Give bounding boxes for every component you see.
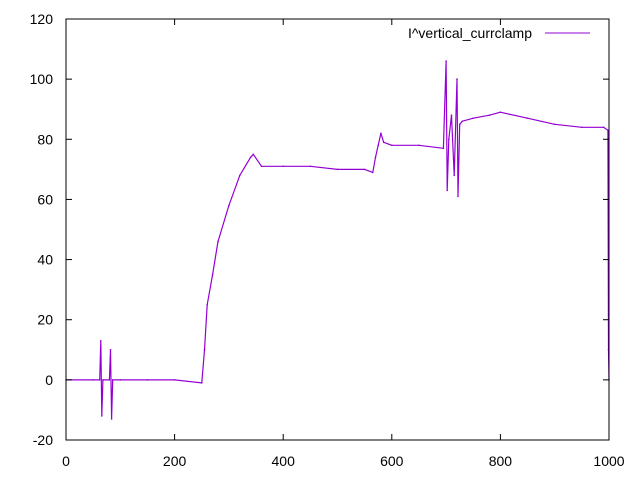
data-point	[201, 382, 203, 384]
data-point	[211, 273, 214, 276]
x-tick-label: 0	[62, 453, 70, 469]
data-point	[228, 204, 230, 207]
x-tick-label: 400	[272, 453, 296, 469]
data-point	[458, 123, 461, 126]
data-point	[98, 379, 101, 381]
data-point	[372, 171, 374, 174]
data-point	[526, 117, 529, 119]
data-point	[92, 379, 94, 381]
data-point	[607, 129, 609, 132]
data-point	[110, 418, 113, 420]
data-point	[391, 144, 393, 147]
data-point	[382, 141, 385, 144]
y-tick-label: 40	[37, 252, 53, 268]
data-point	[456, 78, 458, 80]
x-tick-label: 600	[380, 453, 404, 469]
plot-border	[65, 18, 610, 441]
data-point	[101, 415, 103, 417]
data-point	[446, 189, 449, 192]
data-point	[108, 379, 111, 381]
data-point	[282, 165, 285, 168]
data-point	[553, 123, 556, 126]
data-point	[260, 165, 263, 168]
data-point	[336, 168, 339, 171]
data-point	[363, 168, 366, 171]
data-point	[146, 379, 149, 381]
legend-label: I^vertical_currclamp	[408, 25, 532, 41]
data-point	[249, 156, 252, 159]
y-tick-label: 20	[37, 312, 53, 328]
data-point	[448, 138, 450, 141]
x-tick-label: 200	[163, 453, 187, 469]
x-tick-label: 800	[489, 453, 513, 469]
data-point	[472, 117, 475, 119]
y-tick-label: -20	[33, 432, 53, 448]
data-point	[442, 147, 445, 150]
plot-area	[65, 60, 610, 420]
y-tick-label: 0	[45, 372, 53, 388]
data-point	[109, 349, 112, 351]
data-point	[450, 114, 453, 116]
data-point	[377, 144, 380, 147]
data-point	[457, 195, 459, 198]
x-tick-label: 1000	[593, 453, 624, 469]
data-point	[581, 126, 583, 129]
y-tick-label: 120	[30, 11, 54, 27]
data-point	[217, 240, 219, 243]
data-point	[102, 379, 104, 381]
data-point	[100, 340, 102, 342]
data-point	[602, 126, 605, 129]
data-point	[453, 174, 456, 177]
data-point	[111, 379, 114, 381]
data-point	[380, 132, 382, 135]
y-tick-label: 100	[30, 71, 54, 87]
data-point	[203, 349, 206, 351]
data-point	[239, 174, 241, 177]
data-point	[173, 379, 176, 381]
y-tick-label: 60	[37, 191, 53, 207]
axes: 0 200 400 600 800 1000 -20 0 20 40 60 80 100 120	[30, 11, 625, 469]
series-line-0	[66, 60, 610, 420]
data-point	[445, 60, 447, 62]
data-point	[499, 111, 502, 113]
data-point	[119, 379, 122, 381]
data-point	[461, 120, 464, 122]
legend: I^vertical_currclamp	[408, 25, 590, 41]
data-point	[206, 303, 208, 306]
data-point	[374, 156, 377, 159]
data-point	[252, 153, 255, 156]
data-point	[309, 165, 312, 168]
data-point	[488, 114, 491, 116]
data-point	[418, 144, 420, 147]
y-tick-label: 80	[37, 131, 53, 147]
